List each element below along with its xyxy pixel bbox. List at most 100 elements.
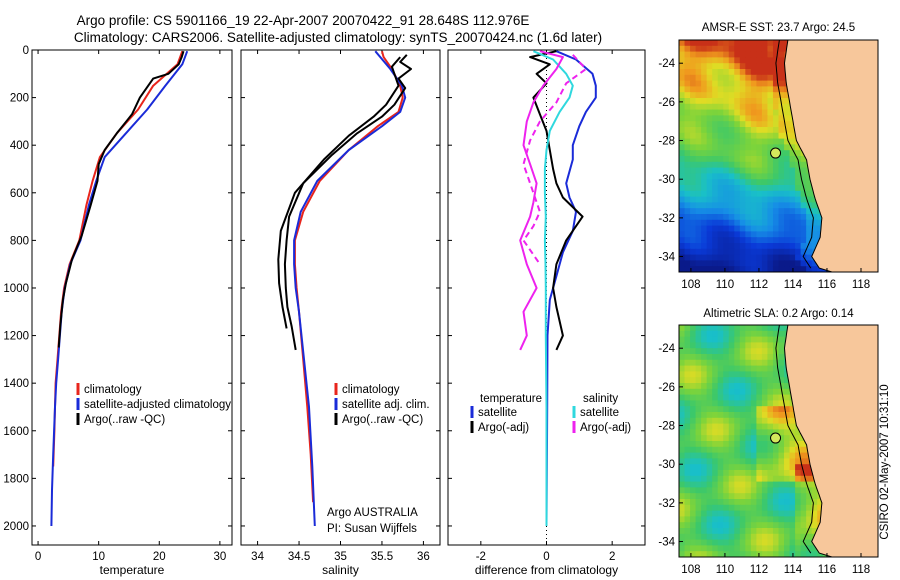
map-cell	[728, 115, 735, 122]
map-cell	[717, 551, 724, 557]
map-cell	[684, 383, 691, 390]
map-cell	[701, 156, 708, 163]
map-cell	[684, 132, 691, 140]
map-cell	[789, 510, 796, 517]
map-cell	[800, 475, 807, 483]
map-cell	[767, 103, 774, 111]
map-cell	[778, 185, 785, 192]
map-cell	[795, 208, 802, 215]
map-cell	[739, 144, 746, 151]
map-cell	[690, 470, 697, 477]
map-cell	[723, 127, 730, 134]
map-cell	[739, 92, 746, 99]
map-cell	[761, 533, 769, 541]
map-cell	[679, 417, 686, 425]
map-cell	[784, 487, 791, 494]
map-cell	[811, 231, 818, 238]
map-cell	[756, 493, 763, 500]
map-cell	[695, 493, 702, 500]
map-cell	[767, 325, 774, 332]
map-cell	[728, 144, 735, 151]
map-cell	[750, 45, 757, 53]
map-cell	[695, 481, 702, 488]
map-cell	[717, 103, 724, 111]
map-cell	[679, 208, 686, 215]
map-cell	[750, 266, 757, 272]
map-cell	[750, 219, 757, 227]
map-cell	[717, 406, 724, 413]
map-cell	[750, 528, 757, 535]
map-cell	[789, 127, 796, 134]
map-cell	[679, 98, 686, 105]
map-cell	[761, 359, 769, 367]
map-cell	[690, 359, 697, 367]
map-cell	[795, 510, 802, 517]
map-cell	[717, 516, 724, 523]
map-cell	[723, 45, 730, 53]
map-cell	[679, 493, 686, 500]
map-cell	[695, 132, 702, 140]
map-cell	[679, 446, 686, 454]
map-cell	[767, 423, 774, 430]
map-cell	[728, 45, 735, 53]
map-cell	[728, 504, 735, 512]
map-cell	[756, 69, 763, 76]
map-cell	[739, 551, 746, 557]
map-cell	[684, 92, 691, 99]
map-cell	[712, 354, 719, 361]
map-cell	[767, 225, 774, 232]
map-cell	[778, 115, 785, 122]
map-cell	[761, 487, 769, 494]
map-cell	[706, 383, 713, 390]
map-cell	[784, 394, 791, 401]
map-cell	[706, 417, 713, 425]
map-x-tick-label: 112	[750, 279, 768, 291]
map-cell	[701, 243, 708, 250]
map-cell	[767, 464, 774, 471]
map-cell	[761, 208, 769, 215]
map-cell	[701, 539, 708, 546]
map-cell	[800, 214, 807, 221]
map-cell	[778, 69, 785, 76]
map-cell	[695, 394, 702, 401]
map-cell	[739, 388, 746, 396]
map-cell	[767, 63, 774, 70]
map-cell	[767, 243, 774, 250]
map-cell	[739, 394, 746, 401]
map-cell	[728, 330, 735, 338]
map-cell	[728, 446, 735, 454]
map-cell	[811, 528, 818, 535]
map-cell	[728, 103, 735, 111]
map-cell	[734, 156, 741, 163]
map-cell	[761, 150, 769, 157]
map-cell	[745, 243, 752, 250]
series-line-salinity-3	[277, 56, 401, 329]
map-cell	[701, 254, 708, 261]
map-cell	[756, 475, 763, 483]
map-cell	[701, 446, 708, 454]
map-cell	[734, 348, 741, 355]
map-cell	[750, 365, 757, 372]
map-cell	[679, 464, 686, 471]
map-cell	[756, 412, 763, 419]
map-cell	[701, 127, 708, 134]
map-cell	[712, 260, 719, 267]
map-cell	[789, 243, 796, 250]
x-tick-label: 0	[35, 551, 41, 563]
map-cell	[767, 190, 774, 198]
map-cell	[756, 377, 763, 384]
map-cell	[734, 446, 741, 454]
map-cell	[734, 167, 741, 174]
map-cell	[684, 63, 691, 70]
map-cell	[772, 260, 780, 267]
map-cell	[690, 219, 697, 227]
map-cell	[778, 545, 785, 552]
map-cell	[745, 173, 752, 180]
map-cell	[789, 144, 796, 151]
map-cell	[679, 132, 686, 140]
map-cell	[706, 365, 713, 372]
map-cell	[723, 493, 730, 500]
map-cell	[761, 545, 769, 552]
map-cell	[789, 435, 796, 442]
